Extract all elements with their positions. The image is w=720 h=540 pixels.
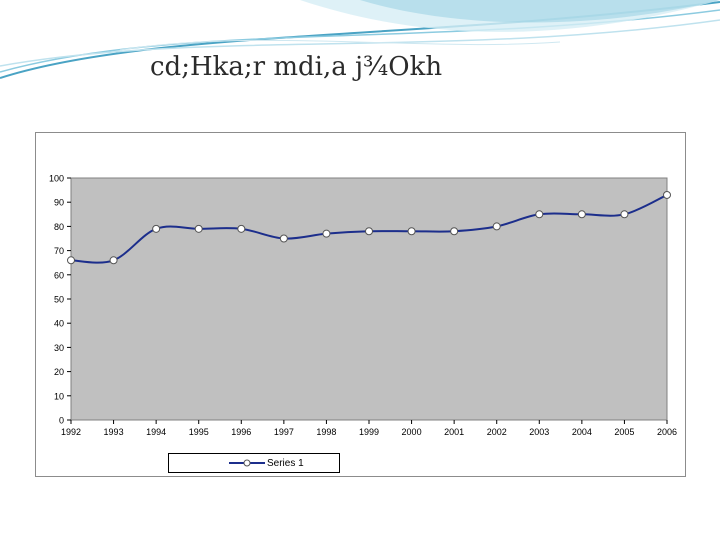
data-point [577,210,586,219]
y-tick-label: 20 [54,367,64,377]
data-point [67,256,75,265]
data-point [365,227,373,236]
x-tick-label: 2000 [402,427,422,437]
data-point [109,256,118,265]
data-point [237,224,246,233]
data-point [492,222,501,231]
x-tick-label: 2001 [444,427,464,437]
x-tick-label: 2005 [614,427,634,437]
legend-series-1-label: Series 1 [267,457,304,469]
x-tick-label: 1996 [231,427,251,437]
data-point [663,190,671,199]
legend-series-1-marker [229,459,265,467]
y-tick-label: 40 [54,319,64,329]
x-tick-label: 1993 [104,427,124,437]
y-tick-label: 0 [59,416,64,426]
y-tick-label: 100 [49,174,64,184]
x-tick-label: 2003 [529,427,549,437]
data-point [450,227,459,236]
y-tick-label: 70 [54,246,64,256]
data-point [322,229,331,238]
data-point [535,210,544,219]
data-point [407,227,416,236]
y-tick-label: 50 [54,295,64,305]
data-point [194,224,203,233]
plot-area [70,177,668,421]
data-point [620,210,629,219]
y-tick-label: 80 [54,222,64,232]
x-tick-label: 1998 [316,427,336,437]
y-tick-label: 30 [54,343,64,353]
slide-title: cd;Hka;r mdi,a j¾Okh [150,52,443,82]
y-tick-label: 10 [54,391,64,401]
x-tick-label: 2004 [572,427,592,437]
x-tick-label: 1997 [274,427,294,437]
chart-frame: 0 10 20 30 40 50 60 70 80 90 100 1992 1993 1994 1995 19… [35,132,686,477]
x-tick-label: 1992 [61,427,81,437]
y-tick-label: 90 [54,198,64,208]
x-tick-label: 1994 [146,427,166,437]
x-tick-label: 2002 [487,427,507,437]
data-point [279,234,288,243]
x-tick-label: 2006 [657,427,677,437]
y-tick-label: 60 [54,270,64,280]
data-point [152,224,161,233]
chart-legend: Series 1 [168,453,340,473]
line-chart: 0 10 20 30 40 50 60 70 80 90 100 1992 1993 1994 1995 19… [49,174,677,438]
x-tick-label: 1995 [189,427,209,437]
x-tick-label: 1999 [359,427,379,437]
